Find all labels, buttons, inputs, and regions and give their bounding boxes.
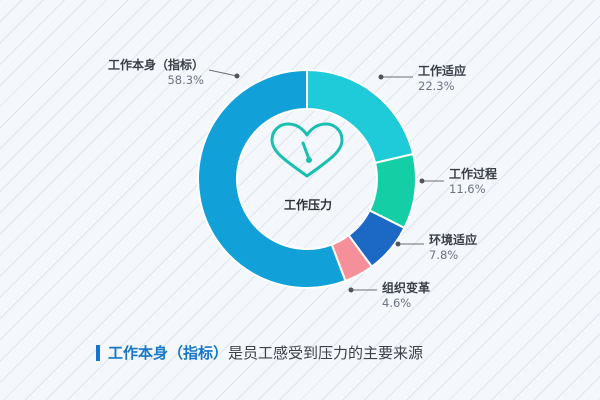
slice-name: 工作过程 — [449, 167, 498, 181]
slice-percent: 4.6% — [382, 296, 412, 310]
donut-slices — [197, 68, 417, 289]
slice-work-adaptation — [306, 68, 415, 165]
heart-gauge-icon — [270, 122, 344, 178]
slice-percent: 58.3% — [167, 73, 204, 87]
caption-accent-bar — [96, 344, 100, 361]
leader-dot — [419, 178, 425, 184]
leader-line — [208, 69, 238, 77]
slice-label-work-adaptation: 工作适应 22.3% — [418, 64, 466, 93]
leader-dot — [348, 287, 354, 293]
slice-name: 工作本身（指标） — [107, 58, 204, 72]
slice-name: 环境适应 — [429, 233, 478, 247]
slice-percent: 7.8% — [429, 248, 459, 262]
leader-dot — [234, 73, 240, 79]
slice-label-work-itself: 工作本身（指标） 58.3% — [92, 58, 204, 87]
slice-name: 工作适应 — [418, 64, 467, 78]
center-label: 工作压力 — [283, 198, 332, 212]
slice-percent: 11.6% — [449, 182, 486, 196]
slice-label-env-adaptation: 环境适应 7.8% — [429, 233, 477, 262]
slice-label-work-process: 工作过程 11.6% — [449, 167, 497, 196]
leader-dot — [395, 241, 401, 247]
caption: 工作本身（指标） 是员工感受到压力的主要来源 — [96, 342, 423, 363]
slice-work-itself — [197, 68, 347, 289]
leader-lines — [208, 69, 444, 293]
slice-label-org-change: 组织变革 4.6% — [382, 281, 430, 310]
slice-percent: 22.3% — [418, 79, 455, 93]
caption-text: 是员工感受到压力的主要来源 — [228, 344, 424, 362]
leader-dot — [378, 74, 384, 80]
caption-highlight: 工作本身（指标） — [108, 344, 229, 362]
slice-name: 组织变革 — [382, 281, 431, 295]
